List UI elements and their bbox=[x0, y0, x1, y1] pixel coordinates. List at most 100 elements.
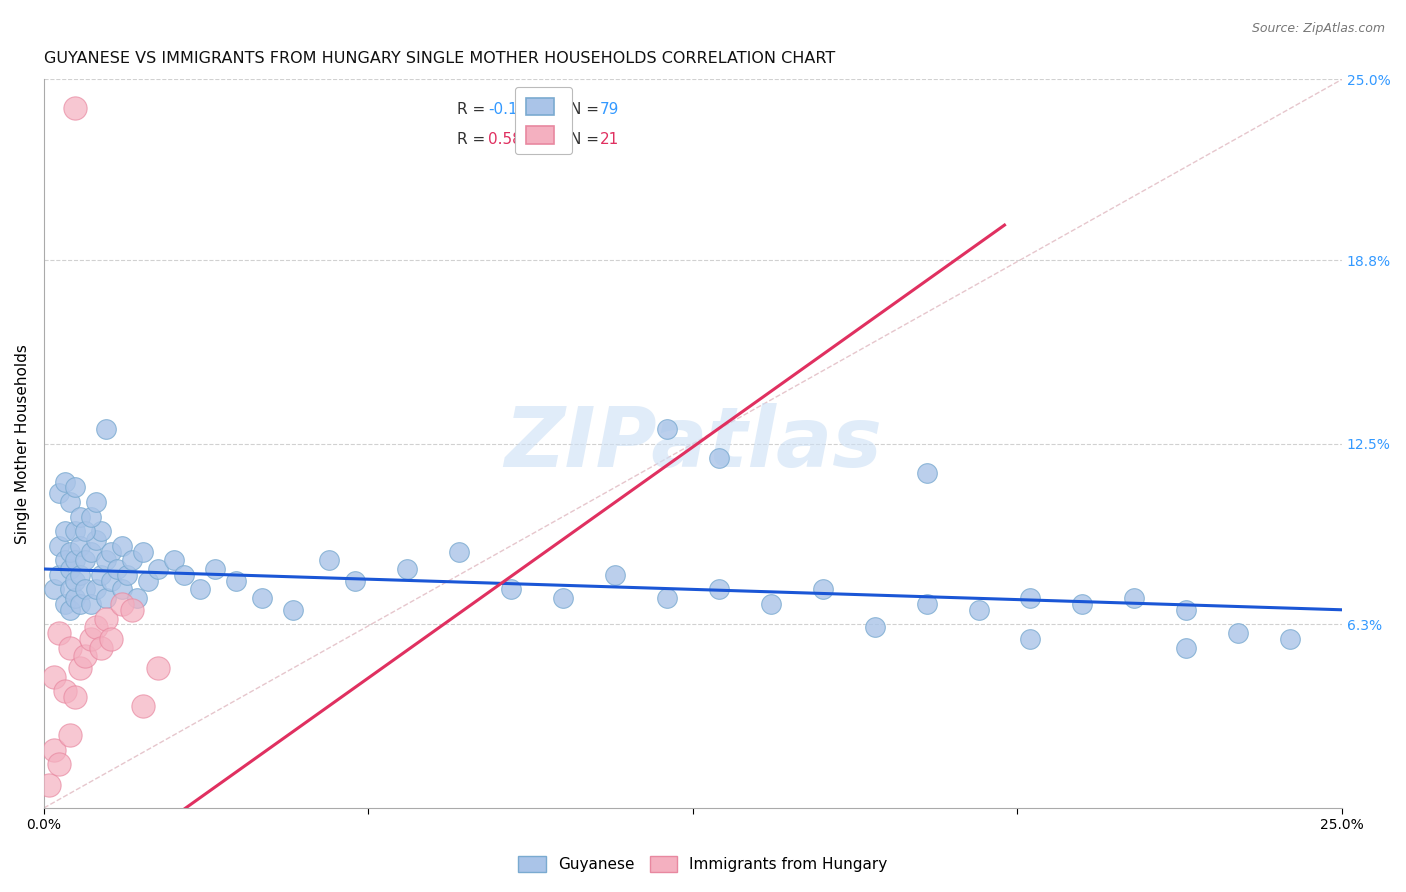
Point bbox=[59, 544, 82, 558]
Text: -0.102: -0.102 bbox=[488, 103, 537, 118]
Point bbox=[63, 102, 86, 116]
Point bbox=[655, 422, 678, 436]
Text: 79: 79 bbox=[599, 103, 619, 118]
Point bbox=[96, 422, 118, 436]
Point bbox=[79, 597, 101, 611]
Point bbox=[250, 591, 273, 606]
Point bbox=[344, 574, 367, 588]
Point bbox=[105, 562, 128, 576]
Text: N =: N = bbox=[569, 132, 603, 146]
Point bbox=[1175, 640, 1198, 655]
Point bbox=[59, 640, 82, 655]
Point bbox=[96, 611, 118, 625]
Point bbox=[146, 562, 169, 576]
Point bbox=[1175, 603, 1198, 617]
Point bbox=[69, 597, 91, 611]
Point bbox=[59, 582, 82, 597]
Point bbox=[1279, 632, 1302, 646]
Text: R =: R = bbox=[457, 103, 489, 118]
Point bbox=[63, 553, 86, 567]
Point bbox=[84, 620, 107, 634]
Point bbox=[707, 582, 730, 597]
Point bbox=[79, 509, 101, 524]
Text: GUYANESE VS IMMIGRANTS FROM HUNGARY SINGLE MOTHER HOUSEHOLDS CORRELATION CHART: GUYANESE VS IMMIGRANTS FROM HUNGARY SING… bbox=[44, 51, 835, 66]
Point bbox=[84, 495, 107, 509]
Point bbox=[48, 757, 70, 772]
Point bbox=[111, 582, 134, 597]
Point bbox=[38, 778, 60, 792]
Point bbox=[63, 480, 86, 494]
Point bbox=[53, 553, 76, 567]
Point bbox=[53, 475, 76, 489]
Point bbox=[69, 509, 91, 524]
Point bbox=[59, 495, 82, 509]
Point bbox=[1123, 591, 1146, 606]
Point bbox=[75, 553, 97, 567]
Point bbox=[96, 553, 118, 567]
Point bbox=[79, 632, 101, 646]
Point bbox=[759, 597, 782, 611]
Point bbox=[69, 567, 91, 582]
Point bbox=[63, 591, 86, 606]
Point bbox=[121, 603, 143, 617]
Point bbox=[96, 591, 118, 606]
Point bbox=[121, 553, 143, 567]
Point bbox=[655, 591, 678, 606]
Point bbox=[967, 603, 990, 617]
Point bbox=[90, 524, 112, 538]
Point bbox=[69, 539, 91, 553]
Point bbox=[225, 574, 247, 588]
Point bbox=[84, 582, 107, 597]
Point bbox=[131, 544, 153, 558]
Point bbox=[1071, 597, 1094, 611]
Point bbox=[1019, 632, 1042, 646]
Point bbox=[204, 562, 226, 576]
Point bbox=[90, 567, 112, 582]
Point bbox=[501, 582, 523, 597]
Point bbox=[811, 582, 834, 597]
Point bbox=[59, 603, 82, 617]
Point bbox=[318, 553, 340, 567]
Text: N =: N = bbox=[569, 103, 603, 118]
Point bbox=[131, 698, 153, 713]
Point bbox=[163, 553, 186, 567]
Point bbox=[1227, 626, 1250, 640]
Point bbox=[59, 562, 82, 576]
Point bbox=[69, 661, 91, 675]
Text: R =: R = bbox=[457, 132, 489, 146]
Point bbox=[84, 533, 107, 547]
Point bbox=[48, 567, 70, 582]
Legend: , : , bbox=[516, 87, 572, 154]
Point bbox=[48, 626, 70, 640]
Point bbox=[707, 451, 730, 466]
Point bbox=[115, 567, 138, 582]
Point bbox=[48, 486, 70, 500]
Point bbox=[48, 539, 70, 553]
Point bbox=[603, 567, 626, 582]
Text: Source: ZipAtlas.com: Source: ZipAtlas.com bbox=[1251, 22, 1385, 36]
Point bbox=[915, 466, 938, 480]
Point bbox=[915, 597, 938, 611]
Point bbox=[63, 574, 86, 588]
Point bbox=[75, 649, 97, 664]
Point bbox=[863, 620, 886, 634]
Point bbox=[136, 574, 159, 588]
Y-axis label: Single Mother Households: Single Mother Households bbox=[15, 343, 30, 543]
Text: 21: 21 bbox=[599, 132, 619, 146]
Point bbox=[396, 562, 419, 576]
Point bbox=[75, 524, 97, 538]
Text: ZIPatlas: ZIPatlas bbox=[503, 403, 882, 484]
Point bbox=[553, 591, 575, 606]
Point bbox=[100, 632, 122, 646]
Text: 0.582: 0.582 bbox=[488, 132, 531, 146]
Point bbox=[44, 582, 66, 597]
Point bbox=[53, 684, 76, 698]
Point bbox=[53, 597, 76, 611]
Point bbox=[1019, 591, 1042, 606]
Point bbox=[59, 728, 82, 742]
Point bbox=[44, 742, 66, 756]
Point bbox=[100, 544, 122, 558]
Point bbox=[111, 539, 134, 553]
Point bbox=[79, 544, 101, 558]
Point bbox=[44, 670, 66, 684]
